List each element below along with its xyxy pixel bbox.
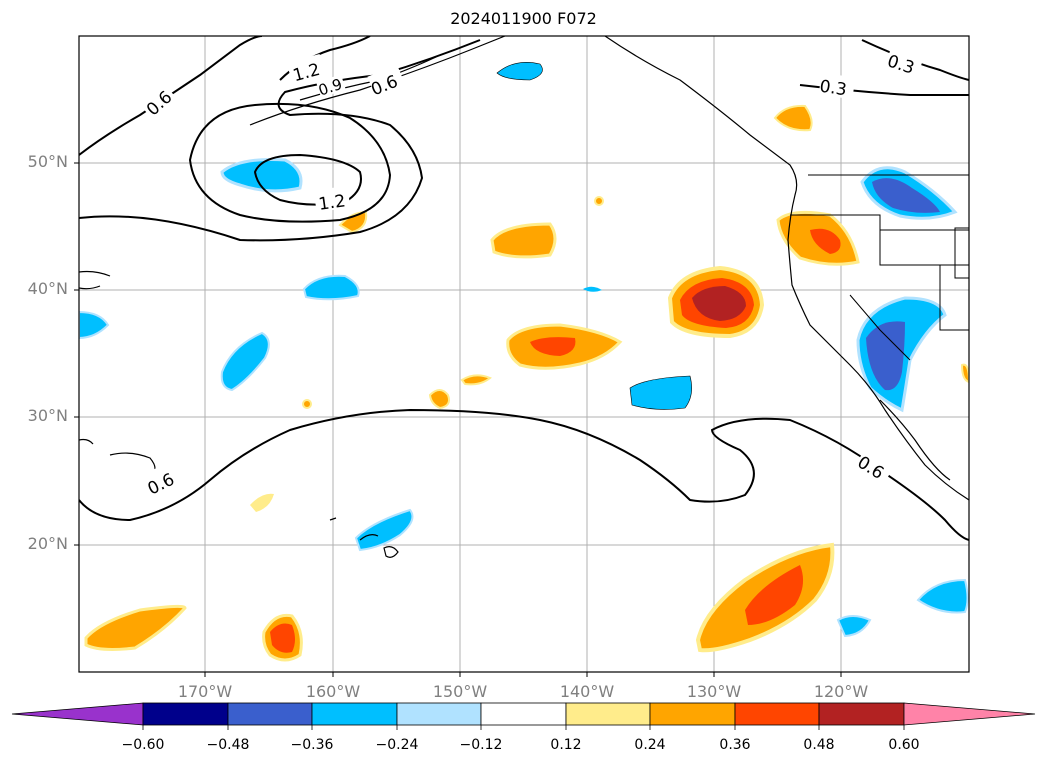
blob-cool-tiny-40n-139w (583, 286, 602, 292)
colorbar-tick-label: −0.48 (206, 737, 250, 753)
blob-warm-44n-145w (490, 222, 557, 259)
hawaii-islands (329, 517, 399, 558)
contour-0.3-top (861, 39, 969, 81)
contour-1.2-loop (253, 153, 362, 206)
colorbar-tick-label: 0.12 (550, 737, 582, 753)
blob-warm-33n-148w (460, 374, 492, 386)
baja-coast (879, 399, 951, 481)
west-edge-land-1 (79, 270, 111, 290)
colorbar (11, 702, 1036, 730)
colorbar-segment (227, 702, 313, 726)
state-borders-3 (849, 294, 911, 361)
map-title: 2024011900 F072 (450, 9, 597, 28)
blob-darkred-39n-130w (692, 286, 746, 321)
contour-labels: 1.2 0.9 0.6 0.6 1.2 0.6 0.3 0.3 0.6 (136, 47, 924, 500)
latitude-label: 40°N (27, 279, 68, 298)
colorbar-segment (142, 702, 229, 726)
filled-regions (79, 62, 969, 662)
colorbar-segment (565, 702, 651, 726)
colorbar-extend-low (11, 702, 144, 726)
blob-warm-968-372 (960, 363, 969, 384)
colorbar-segment (311, 702, 398, 726)
longitude-label: 120°W (813, 682, 869, 701)
colorbar-tick-label: −0.12 (459, 737, 503, 753)
longitude-label: 160°W (305, 682, 361, 701)
colorbar-segment (480, 702, 567, 726)
colorbar-segment (818, 702, 905, 726)
alaska-coast (249, 36, 506, 126)
blob-yellow-24n-165w (250, 493, 274, 512)
blob-redorange-13n-164w (270, 623, 295, 653)
state-borders-5 (954, 227, 969, 279)
blob-cool-35n-165w (220, 331, 270, 392)
colorbar-tick-label: 0.60 (888, 737, 920, 753)
state-borders-4 (939, 265, 969, 331)
colorbar-ticks (142, 725, 905, 730)
blob-redorange-oregon (810, 228, 841, 254)
colorbar-tick-label: 0.36 (719, 737, 751, 753)
blob-warm-tiny-47n (594, 196, 604, 206)
longitude-label: 170°W (177, 682, 233, 701)
latitude-label: 50°N (27, 152, 68, 171)
state-borders-1 (790, 214, 969, 266)
political-borders (790, 174, 969, 361)
blob-warm-31n-152w (428, 389, 450, 410)
blob-cool-aleutian-north (496, 62, 543, 81)
blob-cool-se-corner (916, 578, 969, 614)
west-edge-land-2 (79, 438, 94, 445)
longitude-label: 150°W (432, 682, 488, 701)
contour-0.6-north (79, 36, 263, 156)
blob-warm-tiny-31n (302, 399, 312, 409)
blob-warm-14n-175w (84, 604, 187, 651)
contour-0.6-south (79, 408, 969, 541)
contour-label: 0.3 (818, 77, 848, 101)
colorbar-segment (734, 702, 820, 726)
north-america-coast (604, 36, 969, 501)
blob-blue-nw-us-core (872, 178, 940, 213)
blob-cool-32n-135w (629, 375, 692, 410)
colorbar-segment (396, 702, 482, 726)
contour-label: 1.2 (317, 191, 347, 215)
blob-redorange-15n-125w (745, 565, 804, 625)
blob-cool-west-edge (79, 310, 110, 340)
blob-warm-bc (773, 104, 813, 132)
contour-0.6-loop (79, 39, 481, 242)
colorbar-extend-high (903, 702, 1036, 726)
blob-redorange-36n-143w (530, 337, 576, 356)
blob-cool-north-pacific (220, 158, 303, 193)
map-frame (78, 35, 970, 673)
axis-ticks (74, 162, 842, 677)
blob-cool-40n-160w (302, 274, 360, 301)
blob-cool-hawaii (354, 508, 414, 552)
longitude-label: 140°W (559, 682, 615, 701)
latitude-label: 20°N (27, 534, 68, 553)
colorbar-tick-label: 0.48 (803, 737, 835, 753)
colorbar-tick-label: −0.36 (290, 737, 334, 753)
colorbar-tick-label: −0.60 (121, 737, 165, 753)
latitude-label: 30°N (27, 406, 68, 425)
colorbar-tick-label: −0.24 (375, 737, 419, 753)
colorbar-tick-label: 0.24 (634, 737, 666, 753)
blob-cool-se-small (836, 615, 872, 638)
colorbar-segment (649, 702, 736, 726)
longitude-label: 130°W (686, 682, 742, 701)
blob-blue-california-core (866, 321, 905, 391)
contour-0.9-loop (188, 102, 392, 223)
